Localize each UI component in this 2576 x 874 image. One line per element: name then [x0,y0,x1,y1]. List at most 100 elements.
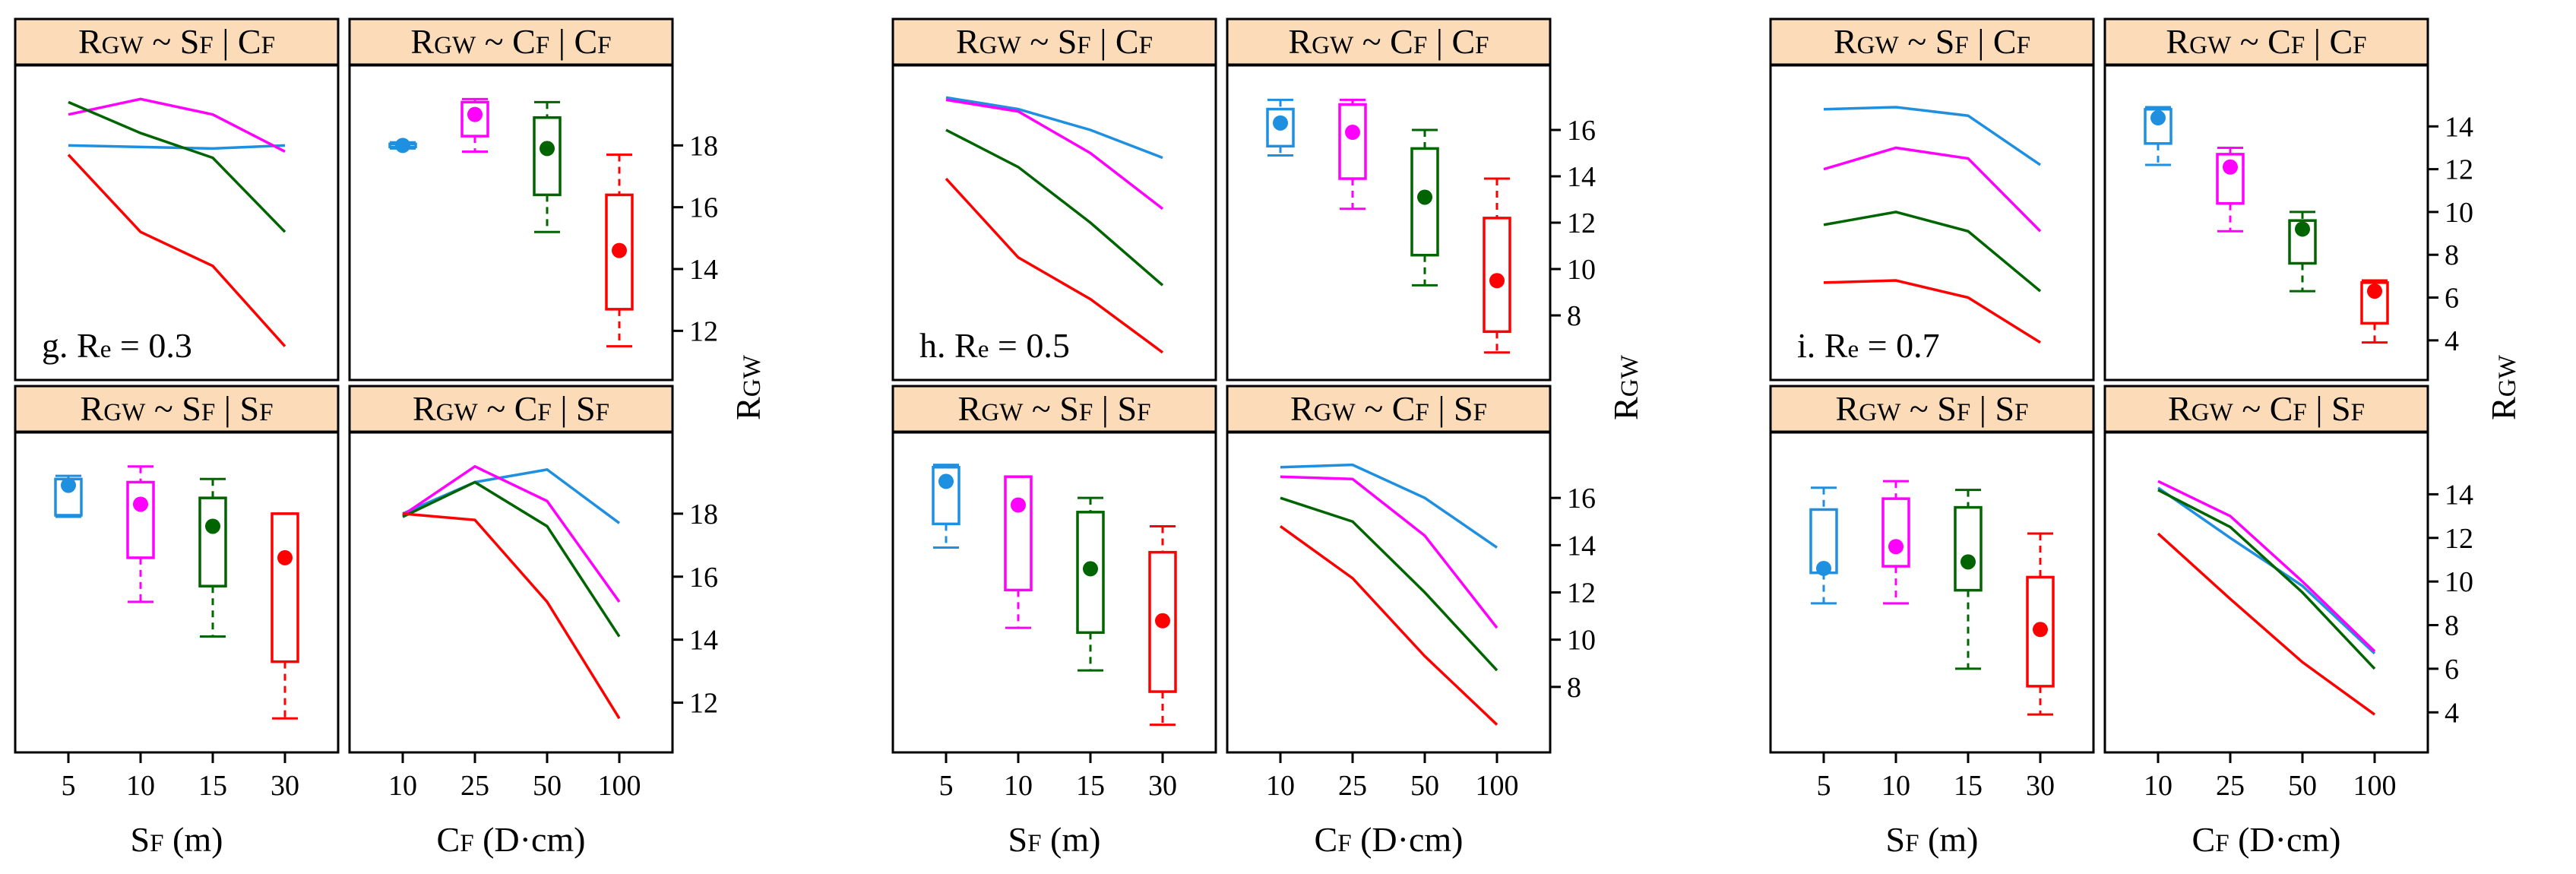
group-i-bottom-left-box-sf-30 [2026,532,2055,716]
group-g-cf-xtick-label-10: 10 [388,770,417,802]
group-i-top-left-frame [1769,64,2095,382]
group-h-top-right-box-cf-10-mean-dot [1273,115,1288,131]
group-g-bottom-right-ytick-label-14: 14 [689,625,718,657]
group-h-bottom-right-ytick-label-14: 14 [1567,530,1596,562]
group-i-cf-xtick-label-25: 25 [2216,770,2245,802]
group-i-top-right-strip-label: RGW ~ CF | CF [2166,22,2366,61]
group-g-top-left-strip [14,17,340,66]
group-g-sf-xtick-label-15: 15 [198,770,227,802]
group-g-sf-xtick-label-5: 5 [62,770,76,802]
group-g-bottom-right-frame [348,431,674,754]
group-h-top-left-strip-label: RGW ~ SF | CF [956,22,1153,61]
group-h-top-right-box-cf-25-mean-dot [1345,125,1360,141]
group-g-cf-xtick-label-50: 50 [533,770,562,802]
group-g-top-right-frame [348,64,674,382]
group-h-bottom-right-strip-label: RGW ~ CF | SF [1290,389,1487,428]
group-i-bottom-left-box-sf-5 [1809,486,1838,605]
group-h-cf-x-title: CF (D·cm) [1315,820,1464,859]
group-i-top-left-line-cf-100 [1823,279,2041,344]
group-i-sf-xtick-label-30: 30 [2026,770,2055,802]
group-i-bottom-right-line-sf-30 [2157,532,2376,716]
group-h-sf-xtick-label-15: 15 [1076,770,1105,802]
group-h-y-title: RGW [1606,354,1645,420]
group-i-top-right-ytick-label-14: 14 [2445,111,2473,143]
group-i-bottom-left-box-sf-15-mean-dot [1960,554,1976,570]
group-h-bottom-left-box-sf-10-mean-dot [1011,497,1026,513]
group-i-top-right-box-cf-50 [2288,211,2317,293]
group-h-bottom-left-box-sf-30-mean-dot [1155,613,1170,629]
group-g-top-left-line-cf-100 [67,154,286,347]
group-g-bottom-left-box-sf-10 [126,465,155,603]
group-g-bottom-left-frame [14,431,340,754]
group-i-top-right-box-cf-50-iqr [2288,219,2317,265]
group-g-top-right-box-cf-100 [605,154,634,348]
group-g-top-right-box-cf-25 [460,97,489,153]
group-i-bottom-left-strip [1769,385,2095,433]
group-g-cf-xtick-label-100: 100 [598,770,641,802]
group-h-bottom-left-box-sf-5 [932,464,960,549]
group-g-top-right-strip-label: RGW ~ CF | CF [410,22,611,61]
group-h-bottom-left-frame [891,431,1217,754]
group-g-top-right-box-cf-50 [533,100,562,233]
group-i-cf-xtick-label-50: 50 [2288,770,2317,802]
group-i-cf-xtick-label-10: 10 [2144,770,2173,802]
group-h-top-right-box-cf-100 [1483,177,1511,354]
group-h-bottom-left-box-sf-5-mean-dot [938,473,954,489]
group-h-sf-x-title: SF (m) [1008,820,1101,859]
group-g-top-right-box-cf-50-mean-dot [540,141,555,157]
group-h-sf-xtick-label-10: 10 [1004,770,1033,802]
group-i-bottom-left-box-sf-10 [1881,480,1910,605]
group-h-bottom-right-ytick-label-10: 10 [1567,625,1596,657]
group-g-top-right-box-cf-25-mean-dot [467,106,483,122]
group-g-bottom-right-ytick-label-18: 18 [689,499,718,530]
group-h-top-right-box-cf-10 [1266,98,1295,157]
group-g-top-right-box-cf-10-mean-dot [395,138,410,154]
group-g-y-title: RGW [729,354,767,420]
group-i-bottom-left-box-sf-10-mean-dot [1888,539,1904,555]
group-i-bottom-right-ytick-label-4: 4 [2445,697,2459,729]
group-g-bottom-left-strip-label: RGW ~ SF | SF [81,389,274,428]
group-h-bottom-left-strip [891,385,1217,433]
group-i-top-right-ytick-label-10: 10 [2445,197,2473,229]
group-i-top-right-box-cf-25 [2216,146,2245,233]
group-i-sf-xtick-label-5: 5 [1817,770,1831,802]
group-i-top-left-line-cf-50 [1823,211,2042,293]
group-h-cf-xtick-label-10: 10 [1266,770,1295,802]
group-g-bottom-right-ytick-label-12: 12 [689,688,718,720]
group-g-bottom-right-strip [348,385,674,433]
group-g-top-left-frame [14,64,340,382]
group-h-bottom-left-box-sf-15-mean-dot [1083,561,1098,577]
group-i-top-right-box-cf-10-mean-dot [2150,110,2166,126]
group-i-bottom-left-box-sf-30-mean-dot [2033,622,2048,638]
group-h-top-right-ytick-label-14: 14 [1567,161,1596,193]
group-g-bottom-left-box-sf-5-mean-dot [61,477,76,493]
group-h-top-right-box-cf-50-mean-dot [1417,189,1432,205]
group-g-bottom-left-box-sf-15 [198,477,227,638]
group-i-bottom-right-ytick-label-6: 6 [2445,654,2459,686]
group-i-bottom-right-ytick-label-10: 10 [2445,566,2473,598]
group-g-bottom-left-box-sf-10-iqr [126,480,155,559]
group-h-bottom-right-line-sf-30 [1279,525,1498,726]
group-i-sf-xtick-label-10: 10 [1881,770,1910,802]
group-i-top-right-ytick-label-6: 6 [2445,283,2459,315]
group-i-top-right-frame [2103,64,2429,382]
group-i-top-left-strip-label: RGW ~ SF | CF [1834,22,2030,61]
group-g-bottom-right-ytick-label-16: 16 [689,562,718,594]
group-h-top-right-ytick-label-8: 8 [1567,300,1581,332]
group-i-sf-x-title: SF (m) [1886,820,1979,859]
group-i-top-left-line-cf-25 [1823,146,2042,233]
group-h-bottom-left-strip-label: RGW ~ SF | SF [958,389,1151,428]
group-g-bottom-left-box-sf-15-mean-dot [205,518,220,534]
group-h-top-left-strip [891,17,1217,66]
group-i-cf-xtick-label-100: 100 [2353,770,2397,802]
group-g-top-right-box-cf-50-iqr [533,116,562,197]
group-h-top-right-ytick-label-10: 10 [1567,254,1596,286]
group-i-top-right-box-cf-100 [2360,279,2389,344]
group-i-top-right-box-cf-100-mean-dot [2367,283,2382,299]
group-g-bottom-right-line-sf-5 [402,468,621,524]
group-g-top-left-line-cf-25 [68,97,286,154]
group-i-panel-note: i. Re = 0.7 [1797,326,1940,365]
group-h-top-right-ytick-label-16: 16 [1567,115,1596,147]
group-h-top-left-line-cf-100 [945,177,1164,354]
